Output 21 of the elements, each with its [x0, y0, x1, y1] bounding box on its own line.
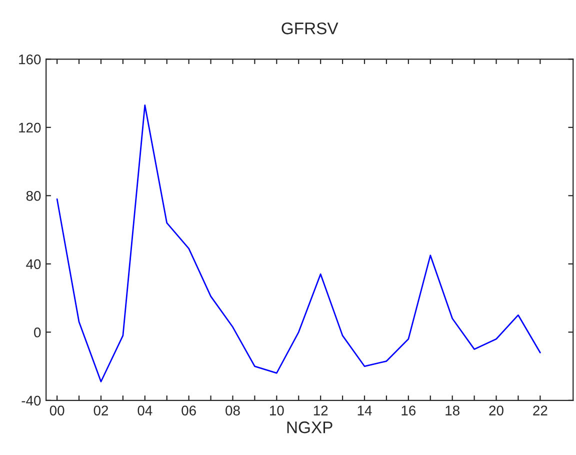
x-tick-label: 18: [446, 406, 460, 416]
x-tick-label: 08: [226, 406, 240, 416]
y-tick-label: 0: [34, 327, 41, 338]
x-tick-label: 00: [50, 406, 64, 416]
x-tick-label: 04: [138, 406, 152, 416]
x-tick-label: 22: [533, 406, 548, 416]
chart-title: GFRSV: [282, 22, 338, 34]
y-tick-label: 160: [19, 54, 41, 64]
line-series: [56, 104, 541, 382]
x-axis-title: NGXP: [287, 421, 332, 434]
y-tick-label: 80: [26, 190, 41, 201]
y-tick-label: 40: [26, 259, 41, 270]
x-tick-label: 12: [314, 406, 328, 416]
x-tick-label: 20: [489, 406, 504, 416]
x-tick-label: 10: [270, 406, 284, 416]
y-tick-label: 120: [19, 122, 41, 133]
x-tick-label: 14: [358, 406, 372, 416]
y-tick-label: -40: [22, 396, 41, 406]
x-tick-label: 16: [402, 406, 416, 416]
x-tick-label: 02: [94, 406, 108, 416]
x-tick-label: 06: [182, 406, 196, 416]
